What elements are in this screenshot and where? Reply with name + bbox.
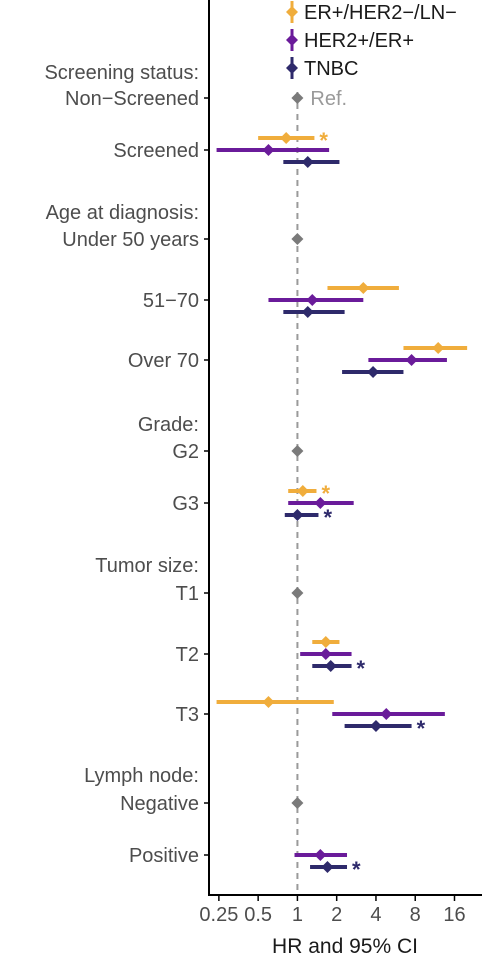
x-axis-title: HR and 95% CI xyxy=(272,935,418,958)
reference-point xyxy=(291,797,304,809)
hr-point xyxy=(291,509,304,521)
x-tick-label: 1 xyxy=(292,904,303,926)
significance-star: * xyxy=(321,481,330,506)
hr-point xyxy=(314,849,327,861)
legend-key-marker xyxy=(286,34,298,46)
reference-point xyxy=(291,92,304,104)
hr-point xyxy=(280,132,293,144)
row-label: Non−Screened xyxy=(65,88,199,110)
hr-point xyxy=(357,282,370,294)
reference-point xyxy=(291,233,304,245)
hr-point xyxy=(432,342,445,354)
row-label: T2 xyxy=(176,644,199,666)
significance-star: * xyxy=(417,716,426,741)
group-header-label: Screening status: xyxy=(44,62,199,84)
hr-point xyxy=(369,720,382,732)
hr-point xyxy=(301,156,314,168)
legend-key-marker xyxy=(286,62,298,74)
hr-point xyxy=(324,660,337,672)
hr-point xyxy=(319,648,332,660)
row-label: T3 xyxy=(176,704,199,726)
reference-point xyxy=(291,587,304,599)
row-label: G3 xyxy=(172,493,199,515)
reference-point xyxy=(291,445,304,457)
row-label: Over 70 xyxy=(128,350,199,372)
legend-entry: HER2+/ER+ xyxy=(304,30,414,52)
significance-star: * xyxy=(323,505,332,530)
legend-key-marker xyxy=(286,6,298,18)
hr-point xyxy=(319,636,332,648)
group-header-label: Age at diagnosis: xyxy=(46,202,199,224)
group-header-label: Lymph node: xyxy=(84,765,199,787)
hr-point xyxy=(306,294,319,306)
reference-label: Ref. xyxy=(310,88,347,110)
hr-point xyxy=(380,708,393,720)
significance-star: * xyxy=(352,857,361,882)
hr-point xyxy=(262,696,275,708)
row-label: Negative xyxy=(120,793,199,815)
legend-entry: ER+/HER2−/LN− xyxy=(304,2,457,24)
group-header-label: Tumor size: xyxy=(95,555,199,577)
hr-point xyxy=(296,485,309,497)
row-label: T1 xyxy=(176,583,199,605)
hr-point xyxy=(405,354,418,366)
row-label: Screened xyxy=(113,140,199,162)
significance-star: * xyxy=(357,656,366,681)
hr-point xyxy=(301,306,314,318)
x-tick-label: 0.25 xyxy=(199,904,238,926)
group-header-label: Grade: xyxy=(138,414,199,436)
significance-star: * xyxy=(319,128,328,153)
row-label: 51−70 xyxy=(143,290,199,312)
x-tick-label: 2 xyxy=(331,904,342,926)
hr-point xyxy=(262,144,275,156)
row-label: Positive xyxy=(129,845,199,867)
hr-point xyxy=(314,497,327,509)
x-tick-label: 16 xyxy=(443,904,465,926)
x-tick-label: 0.5 xyxy=(244,904,272,926)
row-label: Under 50 years xyxy=(62,229,199,251)
x-tick-label: 4 xyxy=(370,904,381,926)
hr-point xyxy=(321,861,334,873)
legend-entry: TNBC xyxy=(304,58,358,80)
row-label: G2 xyxy=(172,441,199,463)
hr-point xyxy=(367,366,380,378)
x-tick-label: 8 xyxy=(410,904,421,926)
